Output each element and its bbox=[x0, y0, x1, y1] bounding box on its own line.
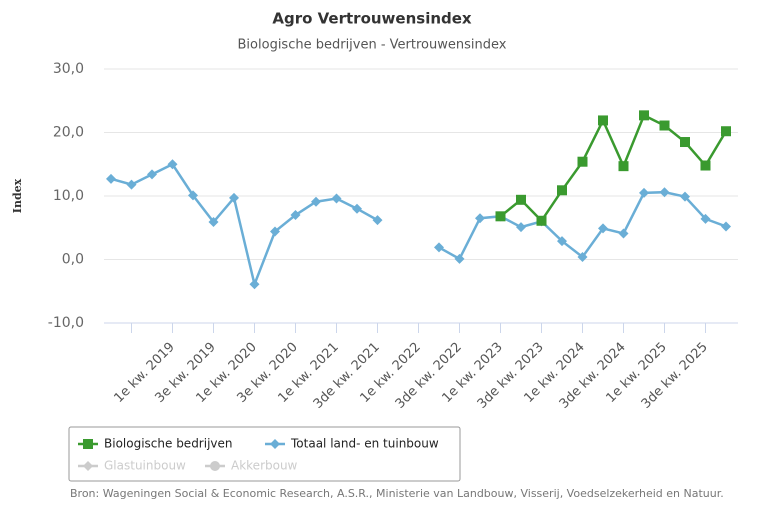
marker bbox=[557, 236, 567, 247]
marker bbox=[536, 215, 547, 226]
marker bbox=[557, 185, 567, 196]
y-tick-label: 10,0 bbox=[53, 188, 84, 204]
legend-marker bbox=[83, 461, 93, 471]
marker bbox=[352, 203, 362, 214]
marker bbox=[372, 215, 383, 226]
chart-subtitle: Biologische bedrijven - Vertrouwensindex bbox=[238, 38, 507, 53]
marker bbox=[249, 279, 260, 290]
legend-marker bbox=[83, 439, 93, 449]
marker bbox=[147, 169, 157, 180]
marker bbox=[639, 110, 649, 121]
marker bbox=[659, 187, 670, 198]
marker bbox=[270, 226, 280, 237]
marker bbox=[577, 251, 588, 262]
marker bbox=[598, 223, 608, 234]
legend-box bbox=[68, 426, 461, 482]
marker bbox=[516, 222, 526, 233]
legend-marker bbox=[270, 439, 280, 449]
y-tick-label: 0,0 bbox=[62, 252, 84, 268]
marker bbox=[700, 160, 711, 171]
marker bbox=[680, 137, 690, 148]
marker bbox=[495, 211, 506, 222]
marker bbox=[188, 190, 198, 201]
legend-item[interactable]: Totaal land- en tuinbouw bbox=[290, 437, 439, 451]
marker bbox=[208, 217, 219, 228]
marker bbox=[618, 161, 629, 172]
legend-item[interactable]: Biologische bedrijven bbox=[104, 437, 233, 451]
y-axis-title: Index bbox=[11, 178, 24, 213]
marker bbox=[721, 221, 731, 232]
marker bbox=[454, 253, 465, 264]
marker bbox=[639, 187, 649, 198]
marker bbox=[618, 228, 629, 239]
marker bbox=[290, 210, 301, 221]
legend-item[interactable]: Glastuinbouw bbox=[104, 459, 186, 473]
y-tick-label: 30,0 bbox=[53, 61, 84, 77]
marker bbox=[598, 115, 608, 126]
marker bbox=[106, 173, 116, 184]
marker bbox=[577, 156, 588, 167]
chart-title: Agro Vertrouwensindex bbox=[272, 10, 472, 28]
marker bbox=[434, 242, 444, 253]
y-tick-label: 20,0 bbox=[53, 125, 84, 141]
marker bbox=[659, 120, 670, 131]
marker bbox=[126, 179, 137, 190]
legend-marker bbox=[210, 461, 220, 471]
marker bbox=[167, 159, 178, 170]
marker bbox=[516, 194, 526, 205]
series-line bbox=[110, 162, 727, 289]
marker bbox=[229, 192, 239, 203]
marker bbox=[331, 193, 342, 204]
marker bbox=[700, 213, 711, 224]
marker bbox=[311, 196, 321, 207]
marker bbox=[721, 126, 731, 137]
source: Bron: Wageningen Social & Economic Resea… bbox=[70, 487, 724, 500]
y-tick-label: -10,0 bbox=[48, 315, 84, 331]
marker bbox=[680, 191, 690, 202]
marker bbox=[475, 213, 485, 224]
legend-item[interactable]: Akkerbouw bbox=[231, 459, 298, 473]
